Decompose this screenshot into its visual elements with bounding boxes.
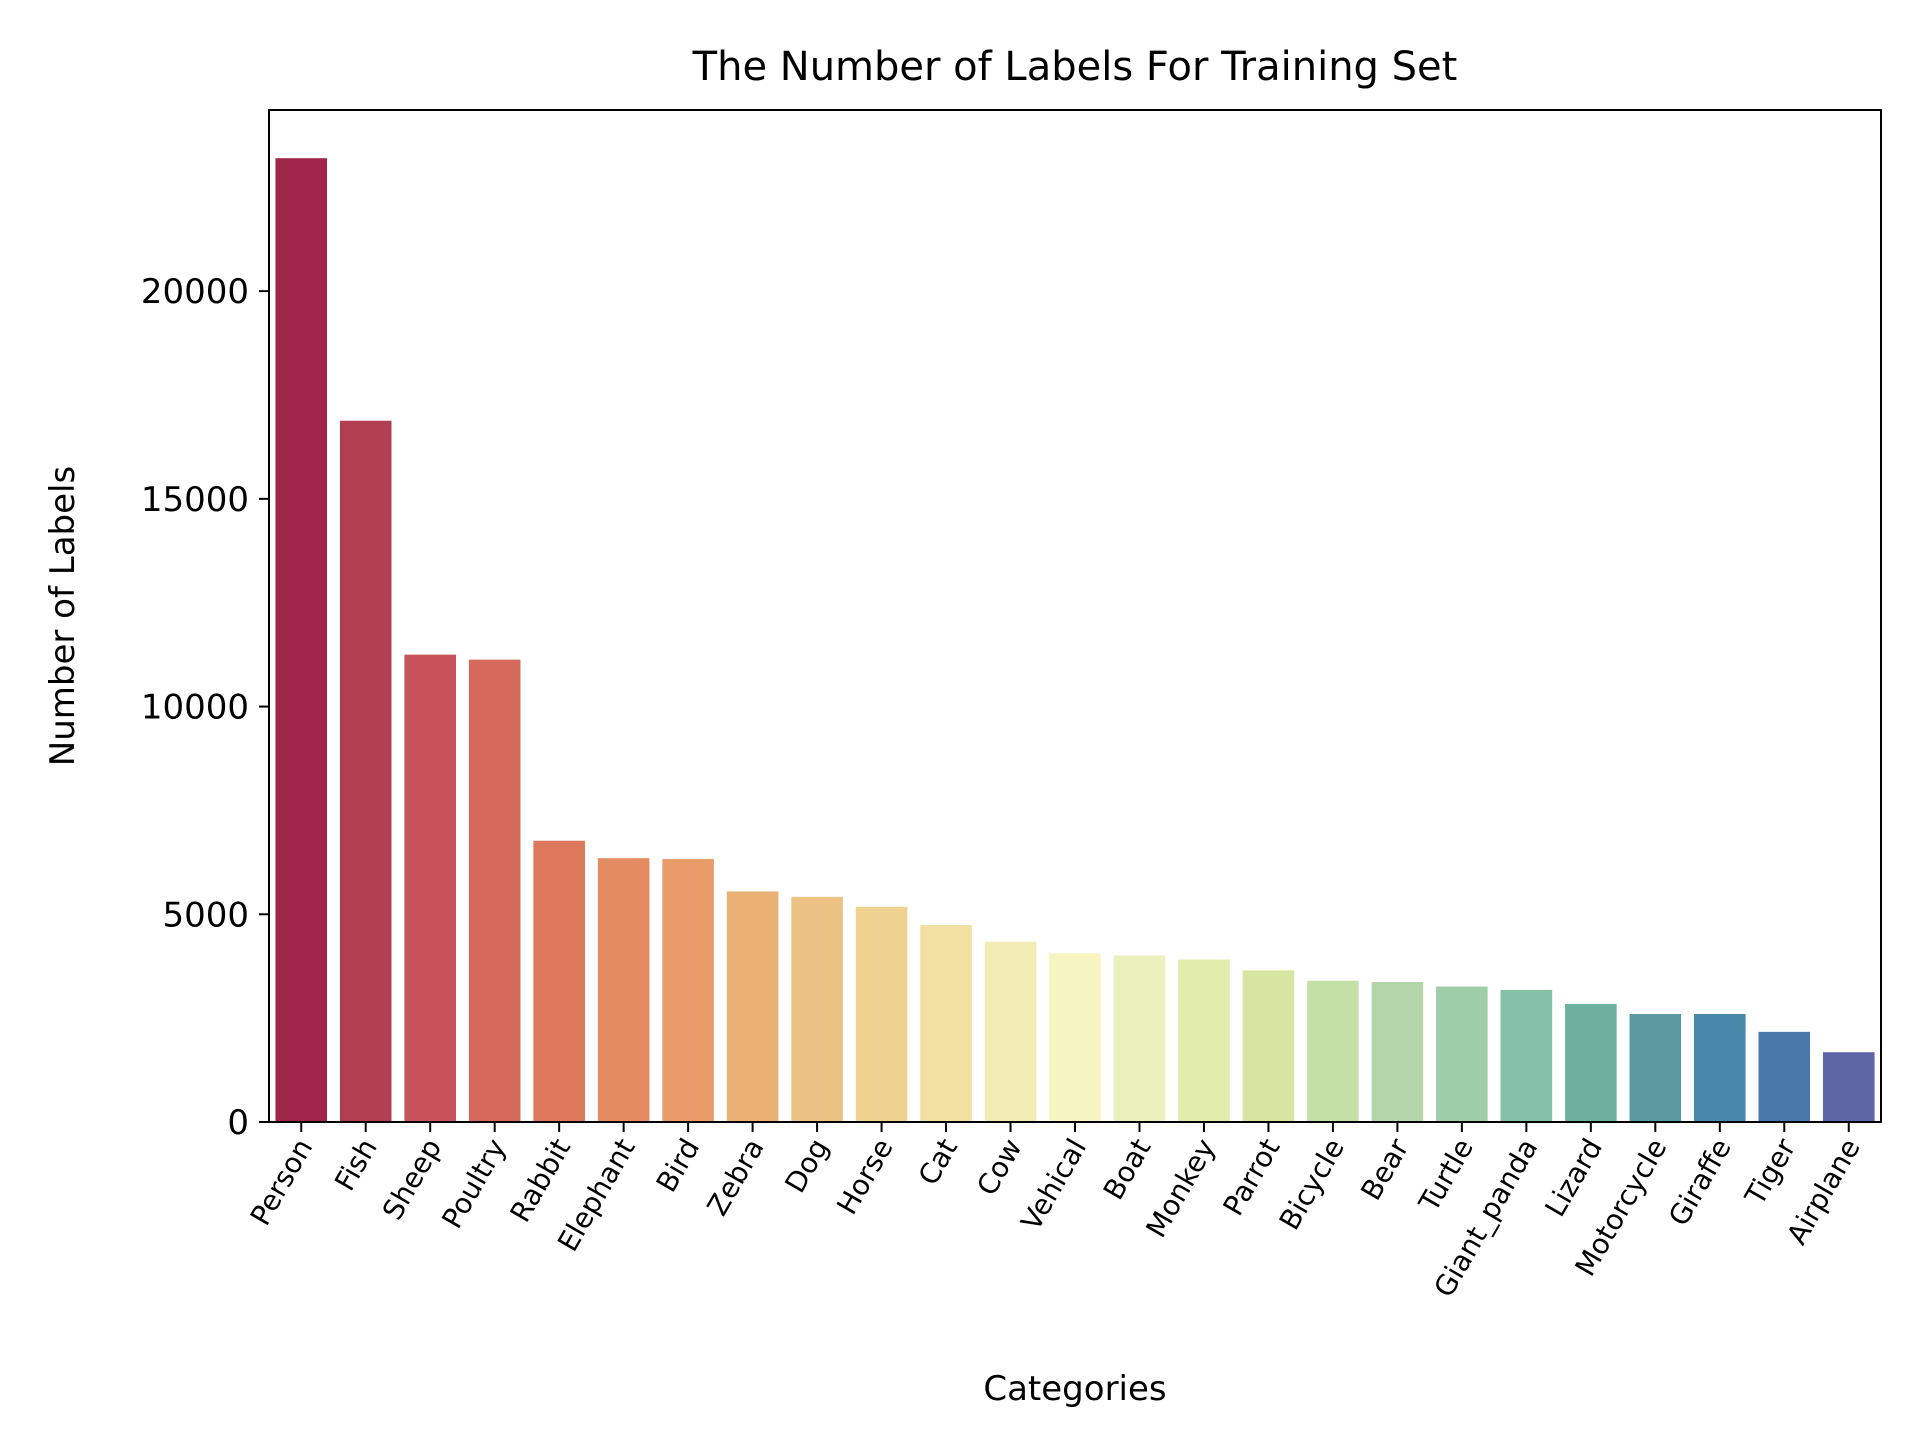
bar-zebra (726, 891, 779, 1122)
bar-sheep (404, 654, 456, 1122)
bar-fish (339, 420, 392, 1122)
bar-tiger (1758, 1031, 1811, 1122)
bar-bird (662, 859, 714, 1122)
y-tick-label: 0 (227, 1103, 249, 1143)
bar-rabbit (533, 840, 585, 1122)
bar-giraffe (1694, 1013, 1746, 1122)
x-tick-label: Cat (912, 1133, 964, 1191)
bar-bicycle (1307, 980, 1359, 1122)
bar-motorcycle (1629, 1013, 1682, 1122)
bar-lizard (1565, 1004, 1617, 1122)
x-tick-label: Lizard (1538, 1133, 1609, 1222)
x-tick-label: Zebra (701, 1133, 771, 1221)
x-tick-label: Bear (1354, 1133, 1415, 1206)
y-axis-label: Number of Labels (43, 466, 83, 766)
bar-poultry (468, 659, 521, 1122)
bar-elephant (597, 858, 650, 1122)
y-tick-label: 15000 (141, 480, 249, 520)
x-tick-label: Fish (328, 1133, 384, 1196)
x-tick-label: Bird (650, 1133, 706, 1198)
bar-horse (855, 906, 908, 1122)
chart-title: The Number of Labels For Training Set (692, 44, 1458, 90)
y-tick-label: 10000 (141, 688, 249, 728)
bars-group (275, 158, 1875, 1122)
x-tick-label: Turtle (1412, 1133, 1480, 1218)
x-tick-label: Tiger (1738, 1133, 1803, 1212)
x-tick-label: Giraffe (1662, 1133, 1738, 1231)
bar-turtle (1436, 986, 1488, 1122)
bar-giant-panda (1500, 989, 1553, 1122)
x-tick-label: Horse (830, 1133, 899, 1220)
bar-cat (920, 925, 972, 1122)
bar-airplane (1822, 1052, 1875, 1122)
x-tick-label: Cow (970, 1133, 1028, 1201)
x-tick-label: Parrot (1217, 1133, 1287, 1221)
bar-boat (1113, 955, 1166, 1122)
bar-monkey (1178, 959, 1230, 1122)
x-tick-label: Poultry (435, 1133, 512, 1234)
x-tick-label: Dog (778, 1133, 835, 1198)
y-tick-label: 5000 (162, 895, 249, 935)
x-axis-label: Categories (983, 1369, 1166, 1409)
y-axis: 0 5000 10000 15000 20000 (141, 272, 269, 1143)
bar-bear (1371, 982, 1424, 1122)
bar-person (275, 158, 328, 1122)
x-tick-label: Sheep (376, 1133, 448, 1225)
bar-parrot (1242, 970, 1295, 1122)
x-tick-label: Boat (1097, 1133, 1158, 1205)
y-tick-label: 20000 (141, 272, 249, 312)
bar-cow (984, 941, 1037, 1122)
x-tick-label: Person (244, 1133, 320, 1231)
bar-vehical (1049, 953, 1101, 1122)
bar-dog (791, 896, 843, 1122)
